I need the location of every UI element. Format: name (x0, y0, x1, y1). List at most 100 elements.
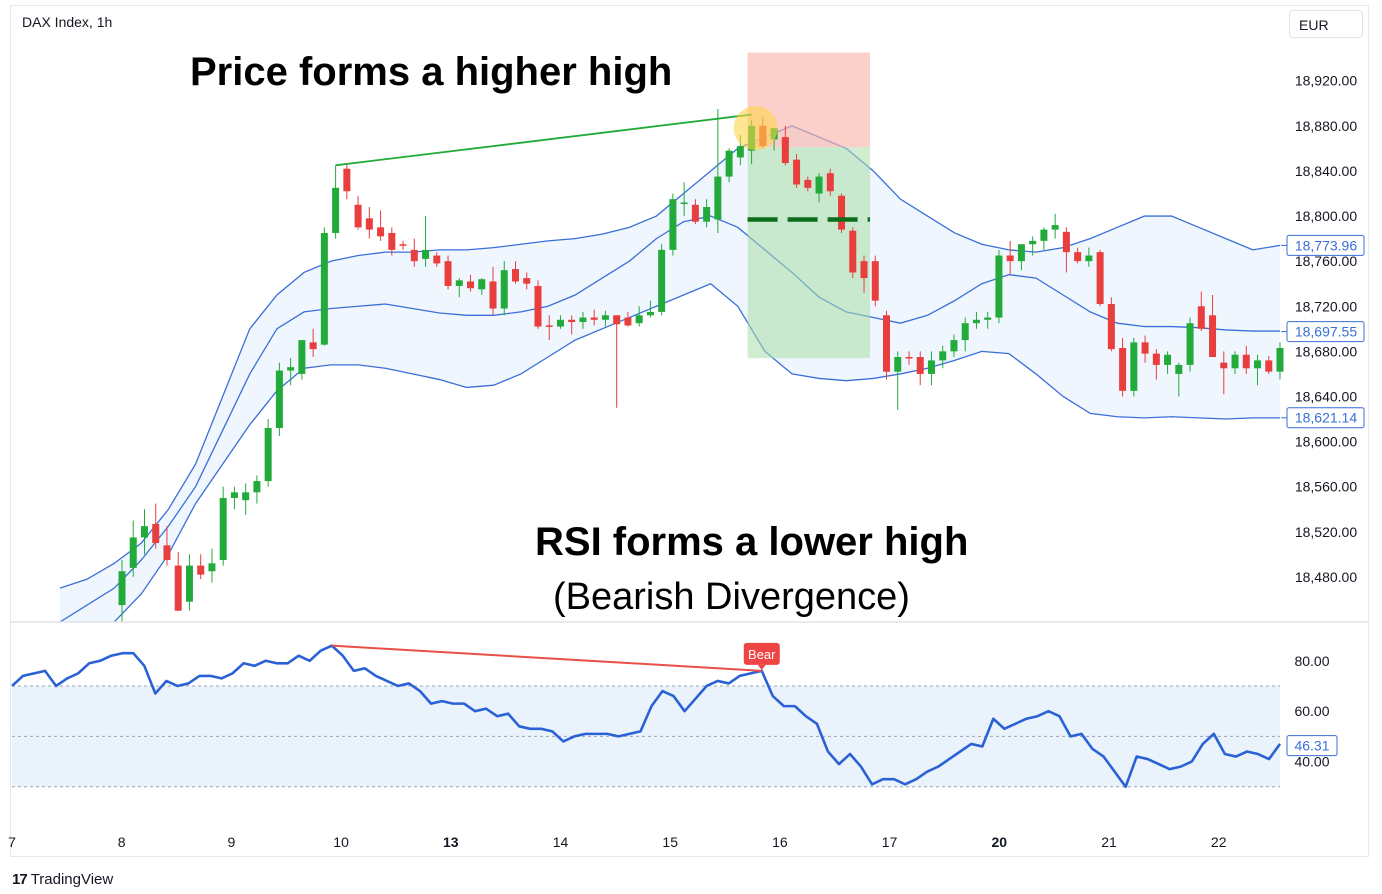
candle[interactable] (680, 182, 688, 217)
candle[interactable] (1152, 349, 1160, 380)
candle[interactable] (489, 266, 497, 316)
candle[interactable] (793, 154, 801, 188)
candle[interactable] (152, 503, 160, 549)
candle[interactable] (556, 315, 564, 329)
candle[interactable] (781, 125, 789, 166)
candle[interactable] (995, 249, 1003, 324)
bear-signal-label[interactable]: Bear (743, 642, 780, 670)
candle[interactable] (961, 317, 969, 352)
candle[interactable] (646, 300, 654, 318)
candle[interactable] (230, 486, 238, 510)
candle[interactable] (1186, 317, 1194, 372)
candle[interactable] (410, 238, 418, 267)
candle[interactable] (815, 173, 823, 203)
candle[interactable] (1017, 244, 1025, 271)
candle[interactable] (163, 526, 171, 566)
candle[interactable] (287, 358, 295, 386)
rsi-line[interactable] (11, 644, 1282, 789)
candle[interactable] (1197, 291, 1205, 332)
candle[interactable] (1107, 297, 1115, 352)
tradingview-brand[interactable]: 17 TradingView (12, 871, 113, 888)
candle[interactable] (1141, 335, 1149, 363)
candle[interactable] (624, 311, 632, 327)
candle[interactable] (478, 278, 486, 295)
candle[interactable] (1231, 351, 1239, 374)
candle[interactable] (208, 548, 216, 583)
candle[interactable] (1040, 227, 1048, 250)
candle[interactable] (185, 554, 193, 611)
symbol-label[interactable]: DAX Index, 1h (22, 14, 113, 30)
candle[interactable] (871, 255, 879, 307)
candle[interactable] (905, 351, 913, 365)
candle[interactable] (1062, 227, 1070, 273)
candle[interactable] (197, 554, 205, 580)
candle[interactable] (860, 255, 868, 293)
candle[interactable] (219, 486, 227, 566)
candle[interactable] (1265, 355, 1273, 374)
candle[interactable] (1051, 213, 1059, 239)
candle[interactable] (140, 509, 148, 555)
candle[interactable] (320, 227, 328, 346)
candle[interactable] (1220, 351, 1228, 395)
candle[interactable] (916, 351, 924, 386)
candle[interactable] (332, 165, 340, 239)
candle[interactable] (377, 210, 385, 241)
candle[interactable] (590, 309, 598, 326)
candle[interactable] (950, 334, 958, 358)
candle[interactable] (523, 272, 531, 290)
candle[interactable] (601, 310, 609, 327)
candle[interactable] (388, 227, 396, 256)
candle[interactable] (534, 280, 542, 329)
candle[interactable] (635, 306, 643, 327)
candle[interactable] (511, 261, 519, 284)
candle[interactable] (984, 311, 992, 329)
candle[interactable] (1029, 236, 1037, 256)
candle[interactable] (1074, 247, 1082, 264)
candle[interactable] (118, 559, 126, 622)
candle[interactable] (354, 195, 362, 230)
candle[interactable] (1130, 337, 1138, 397)
candle[interactable] (883, 310, 891, 380)
candle[interactable] (613, 315, 621, 408)
candle[interactable] (399, 240, 407, 250)
candle[interactable] (579, 311, 587, 329)
candle[interactable] (658, 244, 666, 316)
candle[interactable] (242, 483, 250, 515)
candle[interactable] (298, 340, 306, 380)
candle[interactable] (894, 351, 902, 411)
candle[interactable] (422, 216, 430, 267)
candle[interactable] (691, 199, 699, 224)
candle[interactable] (264, 419, 272, 487)
candle[interactable] (1164, 351, 1172, 374)
candle[interactable] (972, 311, 980, 329)
candle[interactable] (1119, 337, 1127, 397)
candle[interactable] (1006, 240, 1014, 275)
candle[interactable] (275, 362, 283, 436)
candle[interactable] (174, 552, 182, 611)
currency-button[interactable]: EUR (1289, 10, 1363, 38)
candle[interactable] (1209, 294, 1217, 358)
candle[interactable] (838, 193, 846, 233)
candle[interactable] (1175, 362, 1183, 397)
candle[interactable] (129, 520, 137, 577)
candle[interactable] (433, 252, 441, 267)
candle[interactable] (1276, 342, 1284, 380)
candle[interactable] (545, 315, 553, 341)
candle[interactable] (804, 176, 812, 192)
candle[interactable] (467, 274, 475, 292)
candle[interactable] (927, 351, 935, 386)
candle[interactable] (849, 227, 857, 279)
candle[interactable] (1254, 354, 1262, 386)
candle[interactable] (1242, 345, 1250, 374)
candle[interactable] (725, 148, 733, 183)
candle[interactable] (455, 278, 463, 298)
candle[interactable] (253, 475, 261, 504)
candle[interactable] (365, 207, 373, 239)
candle[interactable] (939, 345, 947, 369)
candle[interactable] (343, 163, 351, 200)
candle[interactable] (500, 261, 508, 316)
candle[interactable] (714, 108, 722, 233)
candle[interactable] (1096, 249, 1104, 307)
candle[interactable] (568, 315, 576, 335)
